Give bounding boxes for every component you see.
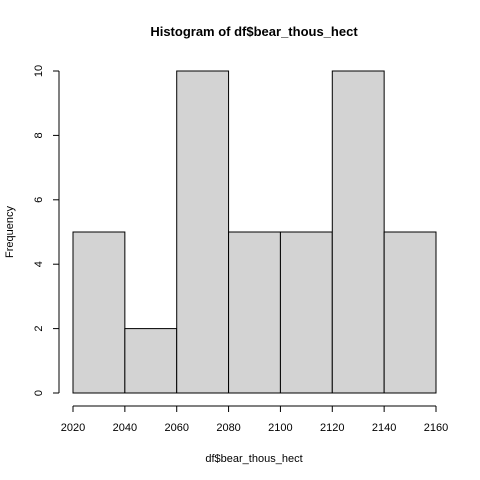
y-axis: 0 2 4 6 8 10: [33, 65, 60, 396]
histogram-bar-2060-2080: [176, 70, 230, 394]
y-tick-label: 8: [33, 132, 45, 138]
y-tick-label: 10: [33, 65, 45, 77]
y-tick-label: 4: [33, 261, 45, 267]
x-tick-label: 2020: [61, 422, 85, 434]
y-tick-label: 2: [33, 326, 45, 332]
x-tick-label: 2100: [268, 422, 292, 434]
x-tick-label: 2040: [113, 422, 137, 434]
histogram-bar-2100-2120: [279, 231, 333, 394]
x-axis: 2020 2040 2060 2080 2100 2120 2140 2160: [61, 405, 448, 434]
x-tick-label: 2080: [216, 422, 240, 434]
x-tick-label: 2160: [424, 422, 448, 434]
histogram-bar-2140-2160: [383, 231, 437, 394]
y-tick-label: 0: [33, 390, 45, 396]
histogram-bar-2120-2140: [331, 70, 385, 394]
histogram-bar-2020-2040: [72, 231, 126, 394]
x-tick-label: 2120: [320, 422, 344, 434]
y-axis-label: Frequency: [4, 206, 16, 258]
x-axis-label: df$bear_thous_hect: [205, 453, 302, 465]
histogram-bar-2040-2060: [124, 328, 178, 394]
chart-title: Histogram of df$bear_thous_hect: [150, 24, 358, 39]
x-tick-label: 2060: [164, 422, 188, 434]
bars-group: [72, 70, 437, 394]
x-tick-label: 2140: [372, 422, 396, 434]
y-tick-label: 6: [33, 197, 45, 203]
histogram-bar-2080-2100: [228, 231, 281, 394]
